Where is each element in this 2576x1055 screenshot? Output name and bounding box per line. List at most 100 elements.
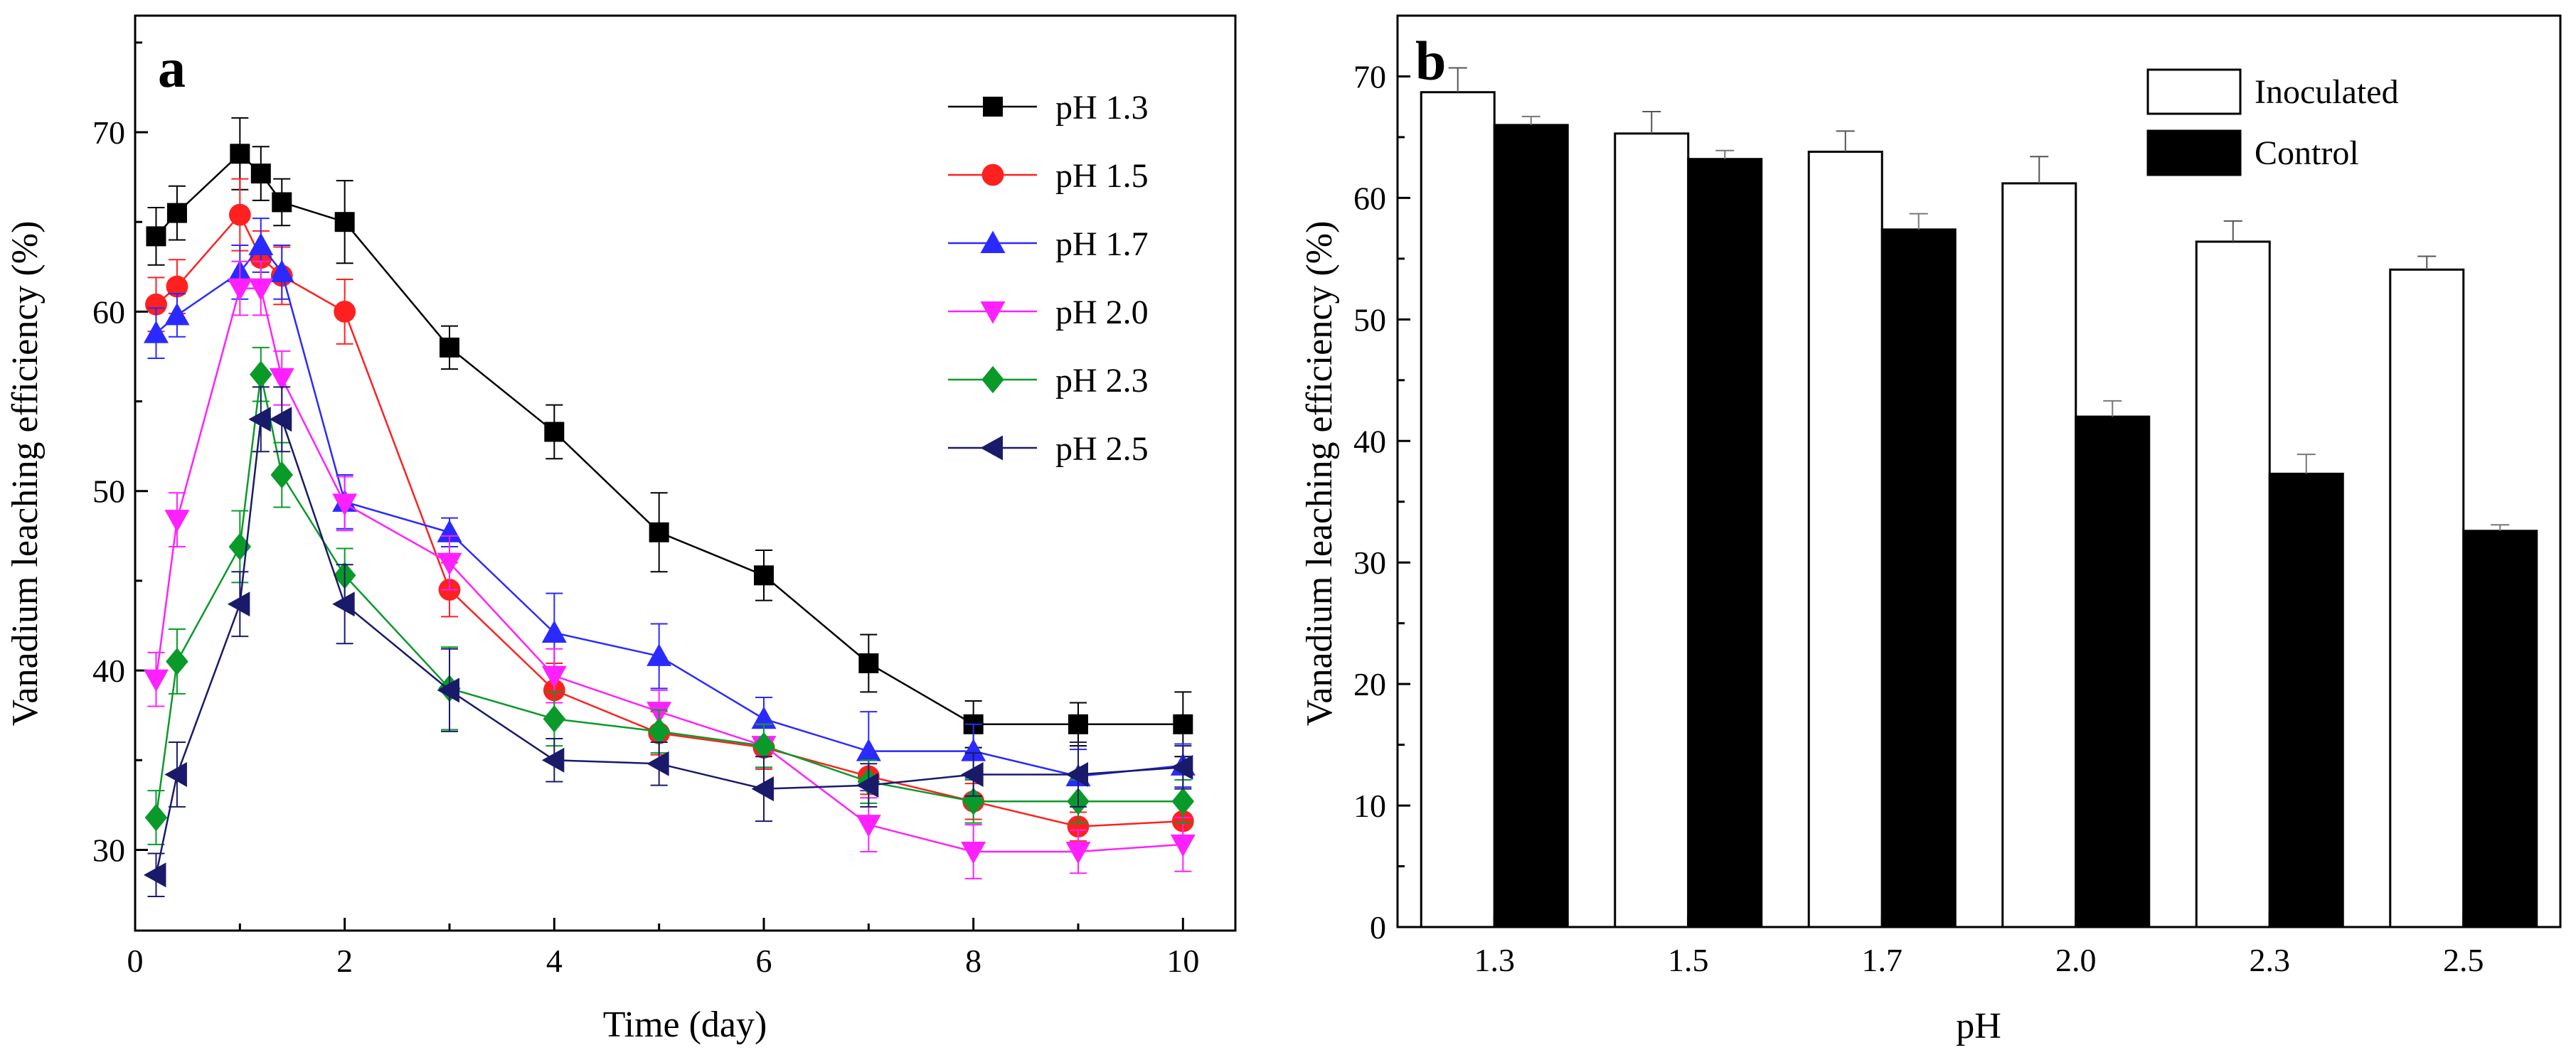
bar bbox=[2001, 182, 2077, 928]
data-point bbox=[646, 751, 669, 776]
legend-entry-ph-2-3: pH 2.3 bbox=[948, 362, 1149, 400]
data-point bbox=[334, 212, 355, 232]
legend-entry-ph-1-7: pH 1.7 bbox=[948, 225, 1149, 263]
data-point bbox=[332, 591, 355, 617]
y-tick-label: 60 bbox=[1353, 180, 1386, 216]
series-line bbox=[155, 418, 1183, 876]
data-point bbox=[751, 776, 774, 802]
plot-frame-a bbox=[134, 14, 1237, 932]
data-point bbox=[143, 321, 169, 343]
data-point bbox=[166, 648, 188, 675]
y-tick-label: 40 bbox=[92, 653, 125, 689]
legend-label: pH 2.5 bbox=[1055, 430, 1149, 468]
legend-label: pH 1.7 bbox=[1055, 225, 1149, 263]
legend-label: Inoculated bbox=[2255, 73, 2399, 111]
data-point bbox=[961, 739, 986, 761]
bar-series-control bbox=[1493, 115, 2538, 928]
y-tick-label: 0 bbox=[1370, 909, 1386, 946]
data-point bbox=[164, 761, 187, 787]
data-point bbox=[437, 552, 462, 576]
data-point bbox=[962, 788, 985, 815]
data-point bbox=[961, 841, 986, 864]
x-tick-label: 8 bbox=[965, 943, 981, 979]
x-tick-label: 1.3 bbox=[1474, 942, 1516, 978]
data-point bbox=[143, 669, 169, 692]
x-tick-label: 0 bbox=[127, 943, 144, 979]
data-point bbox=[248, 232, 274, 256]
data-point bbox=[248, 278, 274, 301]
series-line bbox=[155, 374, 1183, 818]
series-ph-1-5 bbox=[145, 178, 1194, 842]
y-tick-label: 20 bbox=[1353, 666, 1386, 702]
legend-entry-ph-1-5: pH 1.5 bbox=[948, 157, 1149, 195]
panel-label-a: a bbox=[158, 37, 186, 99]
data-point bbox=[541, 665, 567, 689]
data-point bbox=[164, 510, 190, 532]
line-series-group bbox=[143, 117, 1196, 898]
data-point bbox=[248, 407, 271, 432]
legend-marker bbox=[980, 435, 1003, 461]
legend-label: pH 2.0 bbox=[1055, 294, 1149, 331]
bar-series-group bbox=[1420, 67, 2538, 928]
legend-b: Inoculated Control bbox=[2146, 68, 2399, 176]
series-ph-1-3 bbox=[146, 117, 1193, 758]
data-point bbox=[1170, 834, 1196, 857]
bar bbox=[1880, 228, 1957, 928]
data-point bbox=[858, 653, 879, 673]
data-point bbox=[754, 565, 774, 586]
legend-marker bbox=[980, 301, 1006, 324]
legend-label: pH 1.3 bbox=[1055, 89, 1149, 127]
bar bbox=[1687, 158, 1763, 928]
data-point bbox=[144, 803, 168, 832]
x-axis-label-a: Time (day) bbox=[603, 1005, 767, 1045]
data-point bbox=[437, 678, 459, 703]
legend-entry-ph-2-0: pH 2.0 bbox=[948, 294, 1149, 331]
data-point bbox=[166, 203, 187, 223]
data-point bbox=[752, 732, 775, 760]
y-axis-ticks-a: 30 40 50 60 70 bbox=[92, 41, 148, 868]
x-tick-label: 2.3 bbox=[2250, 942, 2291, 978]
y-axis-label-a: Vanadium leaching efficiency (%) bbox=[5, 221, 46, 727]
data-point bbox=[541, 620, 567, 643]
data-point bbox=[1068, 714, 1088, 734]
data-point bbox=[269, 259, 294, 282]
bar bbox=[1420, 91, 1496, 928]
data-point bbox=[1173, 714, 1193, 734]
data-point bbox=[543, 705, 566, 733]
data-point bbox=[164, 302, 190, 326]
bar bbox=[2268, 472, 2344, 928]
y-axis-label-b: Vanadium leaching efficiency (%) bbox=[1299, 221, 1340, 727]
legend-marker bbox=[983, 97, 1003, 117]
data-point bbox=[856, 815, 881, 837]
data-point bbox=[961, 761, 984, 787]
data-point bbox=[1065, 841, 1091, 864]
legend-label: pH 2.3 bbox=[1055, 362, 1149, 400]
legend-marker bbox=[980, 230, 1006, 253]
legend-a: pH 1.3 pH 1.5 pH 1.7 pH 2.0 pH 2.3 pH 2.5 bbox=[948, 89, 1149, 468]
bar bbox=[1493, 124, 1569, 928]
x-axis-label-b: pH bbox=[1956, 1006, 2001, 1046]
x-tick-label: 1.7 bbox=[1862, 942, 1903, 978]
data-point bbox=[437, 520, 462, 542]
panel-a-line-chart: 0 2 4 6 8 10 30 40 50 60 70 a Time (day) Vanadium… bbox=[5, 14, 1237, 1045]
data-point bbox=[856, 773, 879, 798]
legend-swatch bbox=[2146, 68, 2242, 115]
data-point bbox=[649, 522, 669, 542]
y-tick-label: 60 bbox=[92, 294, 125, 330]
data-point bbox=[143, 862, 166, 888]
series-line bbox=[155, 152, 1183, 726]
series-ph-2-5 bbox=[143, 386, 1193, 898]
data-point bbox=[1170, 754, 1193, 780]
series-ph-2-3 bbox=[144, 346, 1195, 845]
data-point bbox=[230, 144, 250, 164]
legend-marker bbox=[981, 164, 1004, 186]
legend-entry-control: Control bbox=[2146, 129, 2359, 176]
data-point bbox=[270, 461, 294, 489]
legend-swatch bbox=[2146, 129, 2242, 176]
series-line bbox=[155, 243, 1183, 778]
data-point bbox=[751, 706, 777, 729]
legend-label: pH 1.5 bbox=[1055, 157, 1149, 195]
data-point bbox=[856, 739, 881, 761]
y-axis-ticks-b: 0 10 20 30 40 50 60 70 bbox=[1353, 58, 1410, 946]
y-tick-label: 70 bbox=[1353, 58, 1386, 95]
